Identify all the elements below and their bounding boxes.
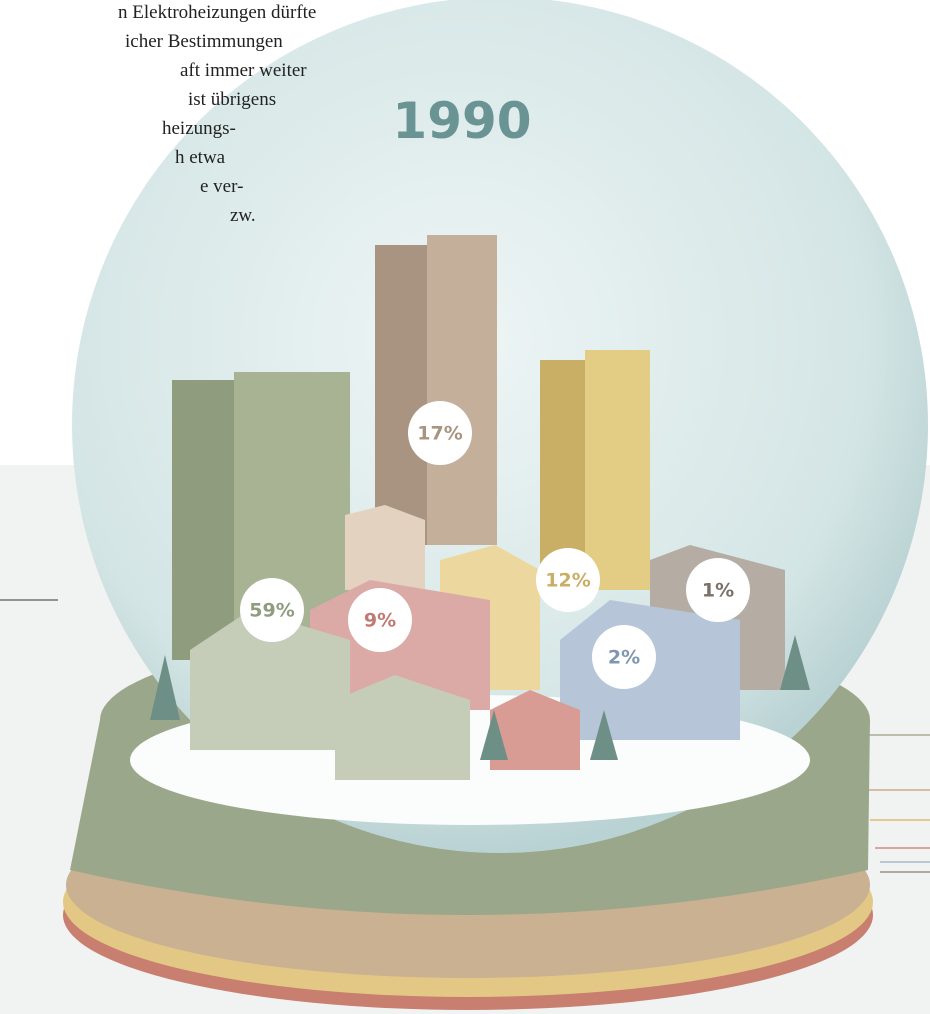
text-line: heizungs- (162, 118, 236, 139)
percent-label: 59% (249, 600, 294, 622)
percent-label: 1% (702, 580, 734, 602)
percent-label: 2% (608, 647, 640, 669)
text-line: icher Bestimmungen (125, 31, 283, 52)
text-line: h etwa (175, 147, 226, 168)
text-line: n Elektroheizungen dürfte (118, 2, 316, 23)
percent-label: 17% (417, 423, 462, 445)
infographic: 1990 n Elektroheizungen dürfte icher Best… (0, 0, 930, 1014)
text-line: e ver- (200, 176, 243, 197)
percent-label: 9% (364, 610, 396, 632)
text-line: ist übrigens (188, 89, 276, 110)
year: 1990 (392, 92, 531, 150)
text-line: aft immer weiter (180, 60, 307, 81)
text-line: zw. (230, 205, 256, 226)
percent-label: 12% (545, 570, 590, 592)
